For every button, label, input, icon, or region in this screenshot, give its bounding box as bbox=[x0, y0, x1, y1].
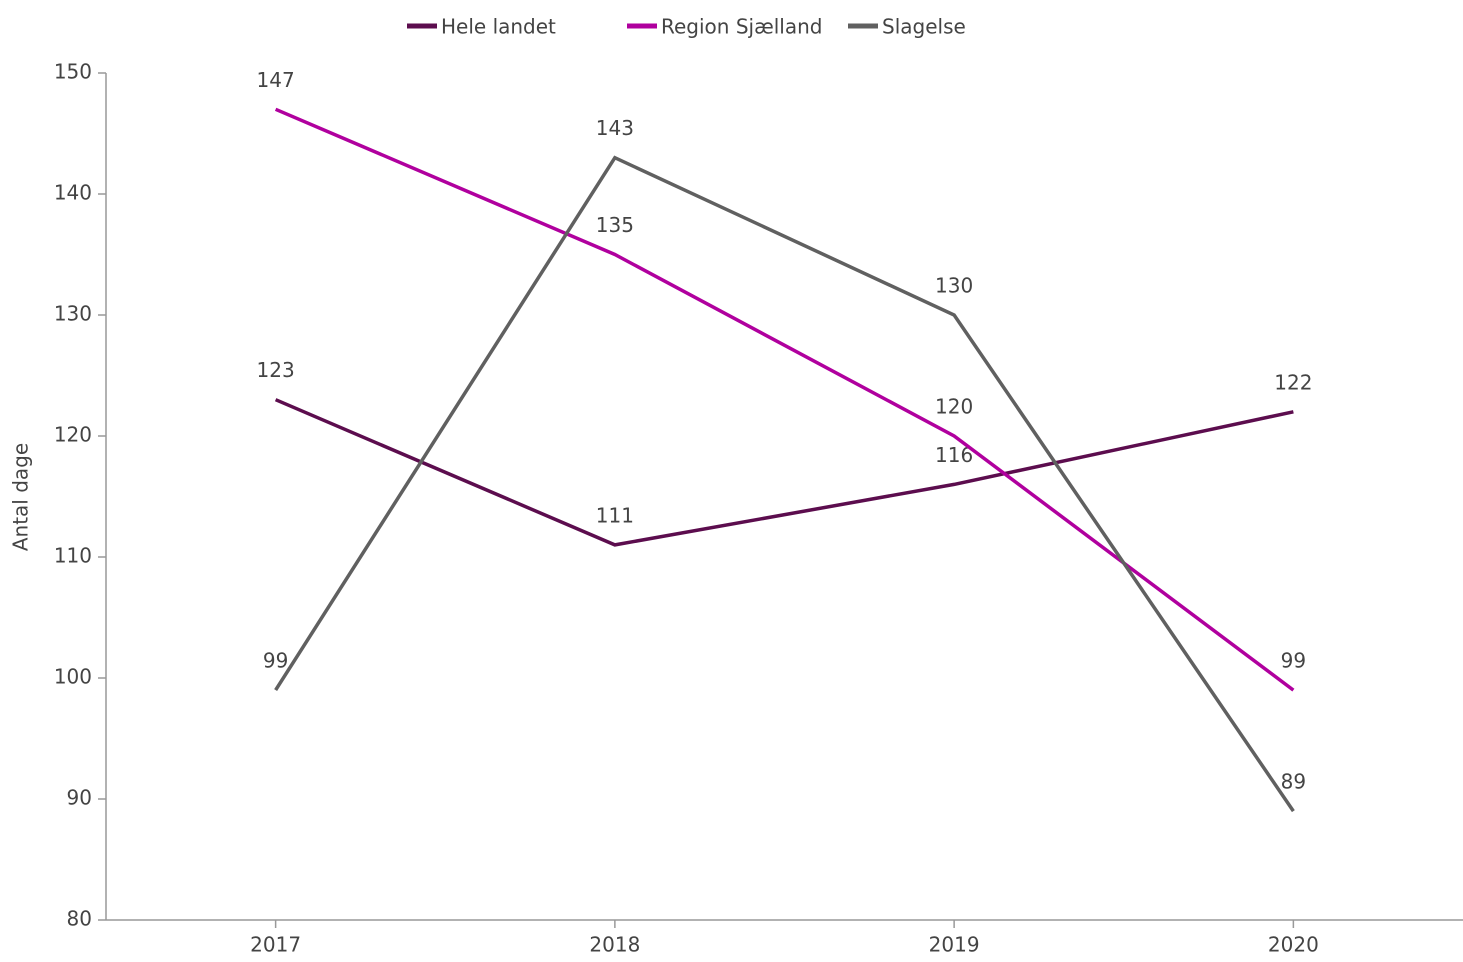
x-tick-label: 2020 bbox=[1268, 933, 1319, 957]
data-label: 135 bbox=[596, 213, 634, 237]
data-label: 130 bbox=[935, 274, 973, 298]
x-tick-label: 2018 bbox=[589, 933, 640, 957]
y-tick-label: 150 bbox=[54, 60, 92, 84]
series-line bbox=[274, 107, 1295, 692]
x-tick-label: 2017 bbox=[250, 933, 301, 957]
data-label: 99 bbox=[263, 649, 288, 673]
y-axis-label: Antal dage bbox=[9, 443, 33, 551]
y-tick-label: 120 bbox=[54, 423, 92, 447]
y-tick-label: 80 bbox=[67, 907, 92, 931]
x-tick-label: 2019 bbox=[929, 933, 980, 957]
data-label: 143 bbox=[596, 116, 634, 140]
data-label: 120 bbox=[935, 395, 973, 419]
data-label: 111 bbox=[596, 503, 634, 527]
legend-label: Region Sjælland bbox=[661, 15, 822, 39]
y-tick-label: 100 bbox=[54, 665, 92, 689]
y-tick-label: 90 bbox=[67, 786, 92, 810]
legend-label: Hele landet bbox=[441, 15, 556, 39]
series-line bbox=[274, 398, 1294, 547]
y-tick-label: 130 bbox=[54, 302, 92, 326]
y-tick-label: 110 bbox=[54, 544, 92, 568]
data-label: 122 bbox=[1274, 370, 1312, 394]
legend-label: Slagelse bbox=[882, 15, 966, 39]
data-label: 123 bbox=[257, 358, 295, 382]
data-label: 147 bbox=[257, 68, 295, 92]
data-label: 99 bbox=[1281, 649, 1306, 673]
series-line bbox=[274, 155, 1295, 813]
y-tick-label: 140 bbox=[54, 181, 92, 205]
data-label: 89 bbox=[1281, 770, 1306, 794]
